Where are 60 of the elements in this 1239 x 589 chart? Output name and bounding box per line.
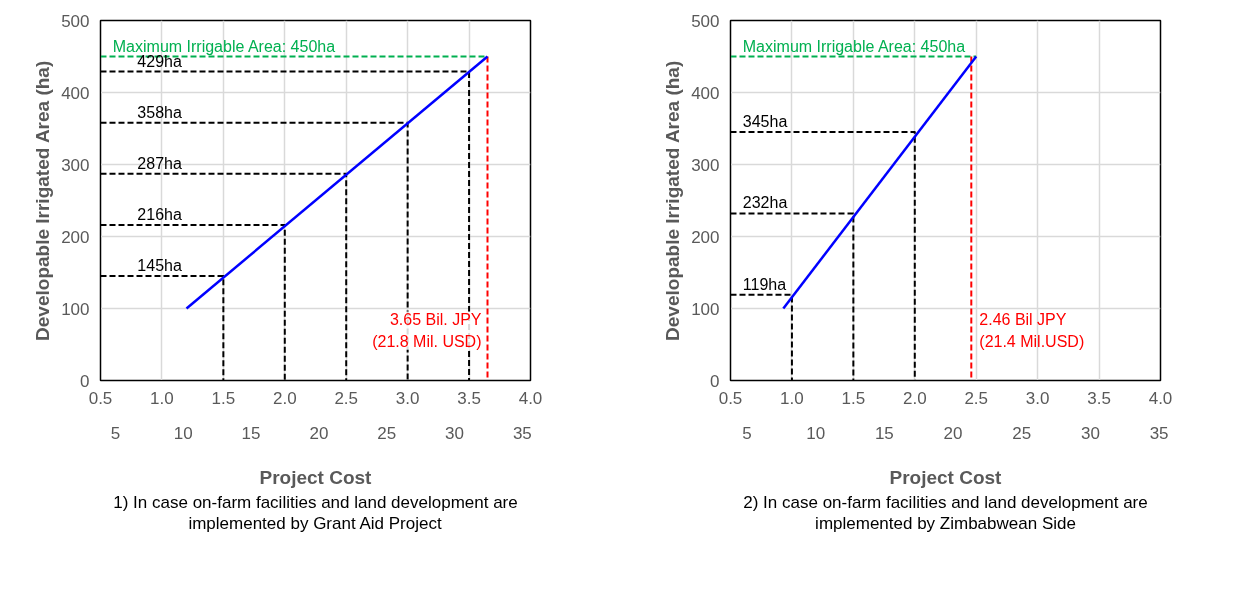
x-tick-label: 4.0 (1148, 388, 1173, 408)
x2-tick-label: 30 (1080, 423, 1100, 443)
annotation: Maximum Irrigable Area: 450ha (112, 37, 336, 55)
x-tick-label: 1.0 (780, 388, 804, 408)
y-axis-title: Developable Irrigated Area (ha) (662, 60, 684, 341)
y-tick-label: 0 (80, 371, 90, 391)
x-tick-label: 3.0 (395, 388, 420, 408)
text: 1) In case on-farm facilities and land development are implemented by Grant Aid Project (113, 492, 518, 533)
annotation: 429ha (137, 52, 182, 70)
x-tick-label: 2.5 (334, 388, 359, 408)
annotation: 358ha (137, 103, 182, 121)
x2-tick-label: 20 (309, 423, 329, 443)
text: 2) In case on-farm facilities and land development are implemented by Zimbabwean Side (743, 492, 1148, 533)
x2-tick-label: 15 (241, 423, 261, 443)
y-tick-label: 500 (61, 11, 90, 31)
y-tick-label: 300 (691, 155, 720, 175)
x-tick-label: 2.5 (964, 388, 989, 408)
y-tick-label: 500 (691, 11, 720, 31)
x2-tick-label: 10 (173, 423, 193, 443)
x2-tick-label: 20 (943, 423, 963, 443)
annotation: 345ha (742, 113, 788, 131)
x2-tick-label: 30 (445, 423, 465, 443)
x2-tick-label: 10 (806, 423, 826, 443)
x-tick-label: 4.0 (518, 388, 543, 408)
annotation: 216ha (137, 205, 182, 223)
y-tick-label: 400 (61, 83, 90, 103)
x-tick-label: 3.5 (1087, 388, 1111, 408)
annotation: 287ha (137, 154, 182, 172)
x-tick-label: 1.5 (211, 388, 236, 408)
x-axis-title: Project Cost (259, 466, 373, 488)
y-tick-label: 400 (691, 83, 720, 103)
x-tick-label: 0.5 (718, 388, 743, 408)
x2-tick-label: 25 (1012, 423, 1032, 443)
y-tick-label: 200 (691, 227, 720, 247)
y-tick-label: 100 (691, 299, 720, 319)
annotation: 145ha (137, 257, 182, 275)
x-tick-label: 1.5 (841, 388, 866, 408)
x2-tick-label: 35 (512, 423, 532, 443)
x-axis-title: Project Cost (889, 466, 1003, 488)
x2-tick-label: 5 (742, 423, 752, 443)
y-axis-title: Developable Irrigated Area (ha) (32, 60, 54, 341)
x-tick-label: 2.0 (272, 388, 297, 408)
annotation: 119ha (742, 275, 787, 293)
annotation: 3.65 Bil. JPY (21.8 Mil. USD) (372, 311, 482, 350)
x-tick-label: 2.0 (902, 388, 927, 408)
x2-tick-label: 35 (1149, 423, 1169, 443)
y-tick-label: 100 (61, 299, 90, 319)
x-tick-label: 1.0 (150, 388, 174, 408)
annotation: Maximum Irrigable Area: 450ha (742, 37, 966, 55)
x-tick-label: 3.0 (1025, 388, 1050, 408)
annotation: 232ha (742, 194, 788, 212)
x2-tick-label: 5 (110, 423, 121, 443)
annotation: 2.46 Bil JPY (21.4 Mil.USD) (979, 311, 1085, 350)
x2-tick-label: 25 (377, 423, 397, 443)
x-tick-label: 3.5 (457, 388, 481, 408)
y-tick-label: 300 (61, 155, 90, 175)
x-tick-label: 0.5 (88, 388, 113, 408)
y-tick-label: 0 (710, 371, 720, 391)
y-tick-label: 200 (61, 227, 90, 247)
x2-tick-label: 15 (874, 423, 894, 443)
